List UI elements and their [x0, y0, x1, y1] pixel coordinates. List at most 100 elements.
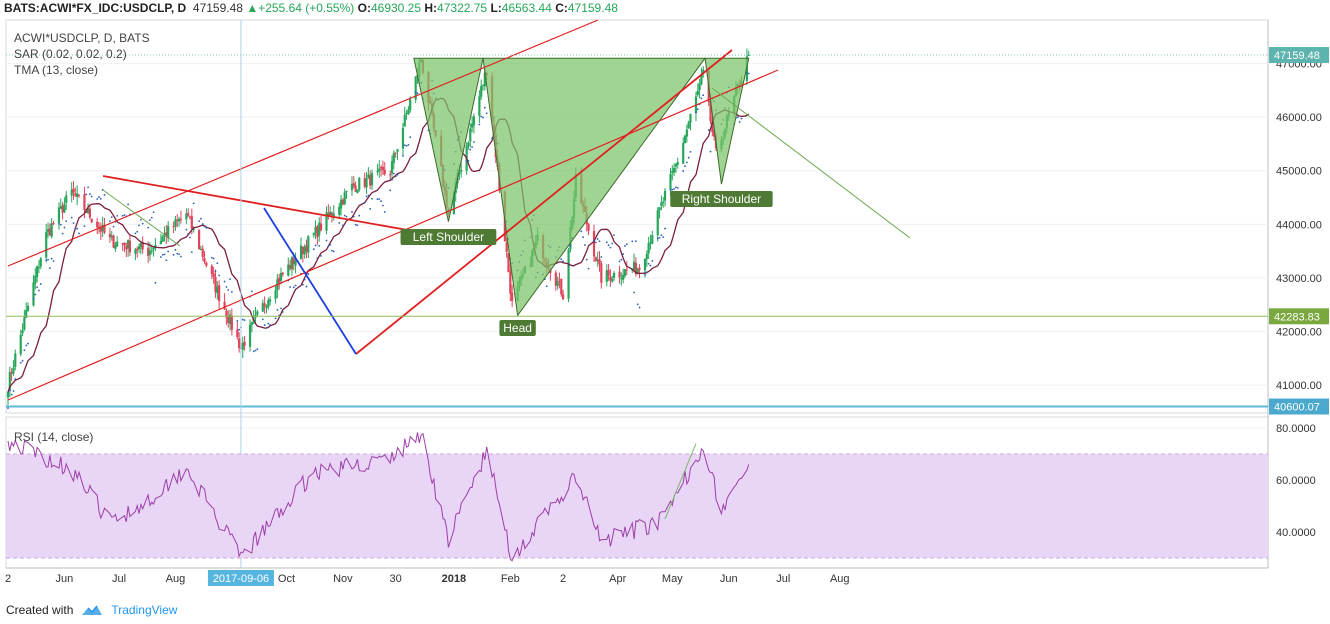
- candle: [172, 221, 175, 234]
- candle: [747, 50, 750, 57]
- candle: [88, 204, 91, 220]
- sar-dot: [593, 239, 595, 242]
- candle: [290, 256, 294, 276]
- time-tick-label: May: [662, 573, 683, 585]
- rsi-band: [6, 454, 1268, 558]
- candle: [358, 176, 361, 192]
- candle: [369, 170, 372, 190]
- price-tick-label: 43000.00: [1276, 273, 1322, 285]
- sar-dot: [587, 267, 590, 270]
- sar-dot: [10, 393, 13, 396]
- sar-dot: [671, 188, 674, 191]
- sar-dot: [58, 222, 60, 225]
- sar-dot: [127, 203, 130, 206]
- candle: [205, 261, 208, 268]
- channel-lower-line: [7, 69, 779, 401]
- sar-dot: [740, 117, 743, 120]
- head-shoulders-pattern[interactable]: [413, 57, 750, 317]
- sar-dot: [90, 195, 93, 198]
- legend-sar[interactable]: SAR (0.02, 0.02, 0.2): [14, 47, 127, 61]
- candle: [188, 215, 192, 220]
- candle: [77, 194, 81, 198]
- candle: [392, 150, 395, 170]
- candle: [645, 250, 648, 267]
- sar-dot: [210, 256, 213, 259]
- sar-dot: [684, 165, 686, 168]
- candle: [294, 252, 297, 274]
- candle: [607, 263, 610, 281]
- sar-dot: [644, 273, 646, 276]
- price-scale[interactable]: [1268, 20, 1330, 568]
- candle: [267, 297, 270, 310]
- sar-dot: [598, 240, 601, 242]
- close-label: C:: [555, 1, 568, 15]
- time-tick-label: Jul: [112, 573, 126, 585]
- sar-dot: [134, 232, 137, 235]
- candle: [289, 259, 292, 271]
- candle: [279, 267, 283, 285]
- candle: [345, 190, 348, 199]
- legend-tma[interactable]: TMA (13, close): [14, 63, 99, 77]
- price-label-bg: [1269, 398, 1329, 415]
- sar-dot: [316, 257, 319, 259]
- candle: [332, 205, 335, 221]
- sar-dot: [214, 270, 217, 273]
- sar-dot: [611, 242, 614, 245]
- candle: [649, 234, 652, 250]
- sar-dot: [329, 243, 332, 246]
- candle: [261, 299, 264, 312]
- candle: [596, 251, 599, 267]
- candle: [660, 195, 663, 211]
- left-shoulder-label[interactable]: Left Shoulder: [400, 229, 497, 245]
- candle: [389, 170, 392, 181]
- candle: [278, 273, 281, 290]
- candle: [116, 236, 119, 248]
- candle: [472, 113, 476, 134]
- sar-dot: [307, 273, 310, 275]
- candle: [99, 222, 102, 241]
- sar-dot: [303, 278, 306, 281]
- candle: [6, 391, 10, 406]
- sar-dot: [687, 156, 690, 159]
- sar-dot: [389, 189, 392, 192]
- sar-dot: [243, 319, 246, 322]
- candle: [600, 260, 603, 289]
- sar-dot: [174, 248, 177, 251]
- sar-dot: [382, 204, 384, 207]
- head-label[interactable]: Head: [499, 320, 536, 336]
- candle: [363, 172, 366, 189]
- candle: [299, 237, 303, 260]
- candle: [622, 268, 625, 284]
- sar-dot: [154, 281, 157, 284]
- candle: [505, 237, 508, 258]
- tradingview-link[interactable]: TradingView: [111, 603, 178, 617]
- trendlines[interactable]: [7, 19, 911, 401]
- sar-dot: [651, 259, 654, 262]
- sar-dot: [660, 234, 663, 237]
- sar-dot: [365, 195, 368, 198]
- right-shoulder-label[interactable]: Right Shoulder: [670, 191, 773, 207]
- sar-dot: [229, 278, 231, 281]
- sar-dot: [178, 253, 180, 256]
- sar-dot: [63, 226, 66, 229]
- legend-symbol[interactable]: ACWI*USDCLP, D, BATS: [14, 31, 150, 45]
- candle: [618, 265, 621, 284]
- candle: [199, 245, 203, 251]
- sar-dot: [483, 106, 486, 109]
- candle: [314, 220, 317, 240]
- sar-dot: [190, 251, 193, 254]
- sar-dot: [403, 144, 406, 147]
- right-shoulder-triangle: [704, 57, 750, 185]
- tradingview-logo-icon[interactable]: [81, 603, 103, 617]
- sar-dot: [467, 160, 470, 162]
- candle: [228, 309, 232, 331]
- candle: [46, 222, 50, 238]
- sar-dot: [367, 194, 370, 197]
- candle: [329, 206, 332, 217]
- candle: [352, 176, 355, 189]
- sar-dot: [47, 258, 49, 261]
- sar-dot: [32, 297, 35, 300]
- candle: [634, 257, 637, 277]
- symbol-name[interactable]: BATS:ACWI*FX_IDC:USDCLP, D: [4, 1, 187, 15]
- price-chart[interactable]: Left Shoulder Head Right Shoulder 41000.00 4…: [0, 0, 1330, 598]
